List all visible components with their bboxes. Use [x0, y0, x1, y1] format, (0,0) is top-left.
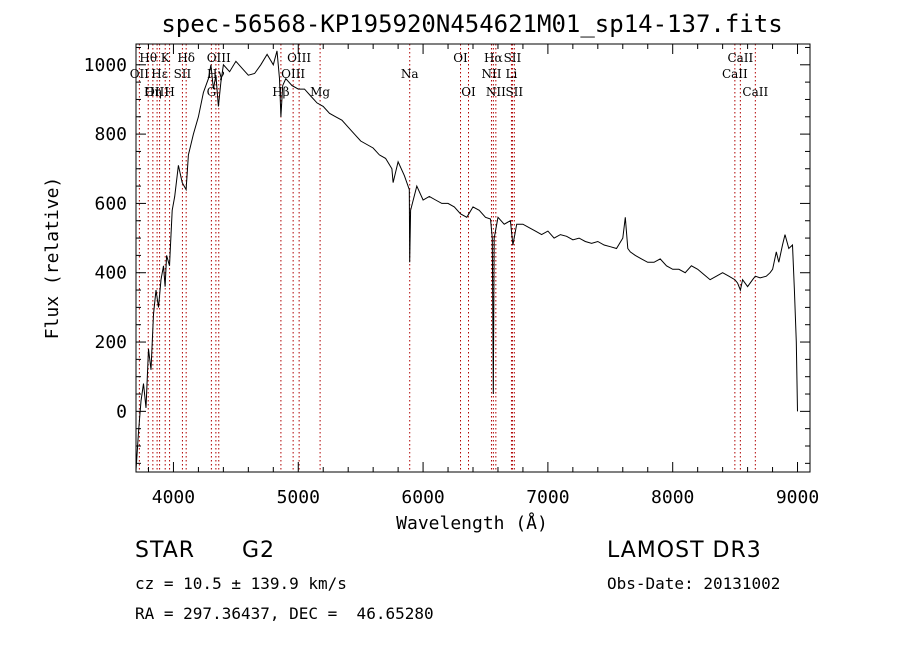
line-marker-label: OI	[453, 51, 468, 65]
line-marker-label: Hδ	[177, 51, 195, 65]
line-marker-label: OIII	[287, 51, 311, 65]
line-marker-label: Hη	[144, 85, 162, 99]
x-tick-label: 9000	[776, 487, 819, 508]
line-marker-label: CaII	[742, 85, 768, 99]
line-marker-label: OIII	[145, 85, 169, 99]
line-marker-label: H	[164, 85, 174, 99]
spectrum-line	[135, 50, 798, 471]
line-marker-label: OII	[130, 67, 150, 81]
line-marker-label: NII	[486, 85, 506, 99]
spectral-subclass: G2	[242, 538, 276, 563]
line-marker-label: Hα	[484, 51, 503, 65]
obs-date: Obs-Date: 20131002	[607, 574, 781, 593]
x-tick-label: 8000	[651, 487, 694, 508]
plot-frame	[135, 43, 811, 473]
x-tick-label: 7000	[526, 487, 569, 508]
y-tick-label: 400	[94, 263, 127, 284]
line-marker-label: OI	[461, 85, 476, 99]
line-marker-label: CaII	[722, 67, 748, 81]
survey-name: LAMOST DR3	[607, 538, 762, 563]
y-tick-label: 0	[116, 401, 127, 422]
line-marker-labels: Hθ OII OIII K H Hε Hη SII Hδ OIII Hγ G Hβ OIII OIII Mg N…	[130, 51, 769, 99]
y-tick-label: 1000	[84, 55, 127, 76]
line-marker-label: Hθ	[139, 51, 157, 65]
line-marker-label: Mg	[310, 85, 330, 99]
line-marker-label: Na	[401, 67, 419, 81]
line-marker-label: CaII	[727, 51, 753, 65]
redshift-readout: cz = 10.5 ± 139.9 km/s	[135, 574, 347, 593]
x-axis: 4000 5000 6000 7000 8000 9000	[147, 44, 819, 508]
x-tick-label: 6000	[401, 487, 444, 508]
line-marker-label: OIII	[207, 51, 231, 65]
line-marker-label: SII	[505, 85, 523, 99]
line-marker-group	[138, 44, 756, 472]
line-marker-label: OIII	[281, 67, 305, 81]
line-marker-label: Hβ	[272, 85, 289, 99]
line-marker-label: SII	[174, 67, 192, 81]
line-marker-label: NII	[481, 67, 501, 81]
x-axis-label: Wavelength (Å)	[396, 512, 548, 534]
spectral-class: STAR	[135, 538, 196, 563]
line-marker-label: K	[161, 51, 171, 65]
line-marker-label: G	[207, 85, 217, 99]
line-marker-label: Hε	[151, 67, 168, 81]
x-tick-label: 5000	[277, 487, 320, 508]
line-marker-label: SII	[504, 51, 522, 65]
x-tick-label: 4000	[152, 487, 195, 508]
line-marker-label: Hγ	[207, 67, 225, 81]
y-axis: 0 200 400 600 800 1000	[84, 46, 810, 464]
y-tick-label: 600	[94, 193, 127, 214]
y-tick-label: 800	[94, 124, 127, 145]
coordinates: RA = 297.36437, DEC = 46.65280	[135, 604, 434, 623]
y-tick-label: 200	[94, 332, 127, 353]
line-marker-label: Li	[506, 67, 518, 81]
y-axis-label: Flux (relative)	[42, 177, 63, 340]
chart-title: spec-56568-KP195920N454621M01_sp14-137.f…	[161, 10, 782, 38]
